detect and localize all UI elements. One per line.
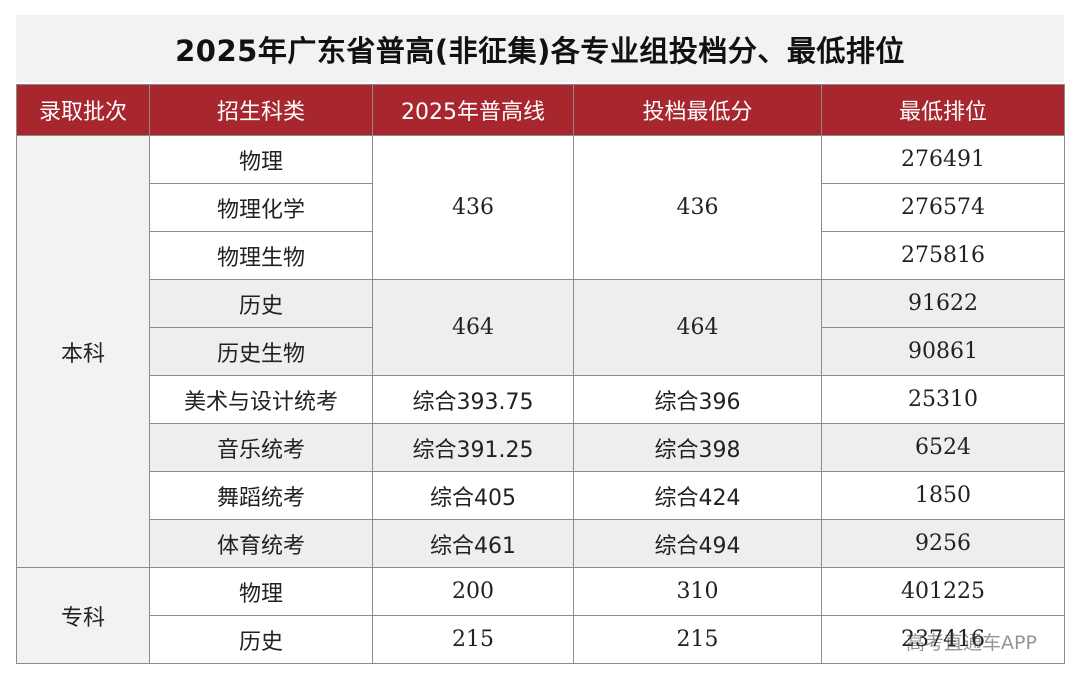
line-cell: 综合461 — [372, 519, 574, 568]
table-row: 历史 215 215 237416 — [17, 615, 1065, 664]
min-score-cell: 综合424 — [573, 471, 822, 520]
min-score-cell: 综合398 — [573, 423, 822, 472]
table-row: 体育统考 综合461 综合494 9256 — [17, 519, 1065, 568]
table-row: 专科 物理 200 310 401225 — [16, 567, 1065, 664]
subject-cell: 历史 — [149, 615, 373, 664]
header-min-rank: 最低排位 — [821, 84, 1065, 136]
table-row: 美术与设计统考 综合393.75 综合396 25310 — [17, 375, 1065, 424]
batch-benke: 本科 — [16, 135, 150, 568]
min-score-cell: 436 — [573, 135, 822, 280]
subject-cell: 物理 — [149, 567, 373, 616]
rank-cell: 90861 — [821, 327, 1065, 376]
subject-cell: 体育统考 — [149, 519, 373, 568]
rank-cell: 6524 — [821, 423, 1065, 472]
subject-cell: 历史生物 — [149, 327, 373, 376]
min-score-cell: 310 — [573, 567, 822, 616]
header-line: 2025年普高线 — [372, 84, 574, 136]
rank-cell: 276574 — [821, 183, 1065, 232]
rank-cell: 237416 — [821, 615, 1065, 664]
subject-cell: 历史 — [149, 279, 373, 328]
table-row: 舞蹈统考 综合405 综合424 1850 — [17, 471, 1065, 520]
header-min-score: 投档最低分 — [573, 84, 822, 136]
rank-cell: 9256 — [821, 519, 1065, 568]
rank-cell: 275816 — [821, 231, 1065, 280]
line-cell: 436 — [372, 135, 574, 280]
table-row: 历史 464 464 91622 — [17, 279, 1065, 376]
subject-cell: 音乐统考 — [149, 423, 373, 472]
table-row: 音乐统考 综合391.25 综合398 6524 — [17, 423, 1065, 472]
rank-cell: 401225 — [821, 567, 1065, 616]
rank-cell: 91622 — [821, 279, 1065, 328]
subject-cell: 舞蹈统考 — [149, 471, 373, 520]
subject-cell: 物理化学 — [149, 183, 373, 232]
table-row: 本科 物理 436 436 276491 — [16, 135, 1065, 568]
rank-cell: 276491 — [821, 135, 1065, 184]
subject-cell: 物理生物 — [149, 231, 373, 280]
table-title: 2025年广东省普高(非征集)各专业组投档分、最低排位 — [16, 15, 1064, 82]
min-score-cell: 综合494 — [573, 519, 822, 568]
rank-cell: 25310 — [821, 375, 1065, 424]
line-cell: 综合405 — [372, 471, 574, 520]
rank-cell: 1850 — [821, 471, 1065, 520]
table-row: 物理化学 276574 — [17, 183, 1065, 232]
table-row: 历史生物 90861 — [17, 327, 1065, 376]
subject-cell: 美术与设计统考 — [149, 375, 373, 424]
line-cell: 综合393.75 — [372, 375, 574, 424]
line-cell: 464 — [372, 279, 574, 376]
watermark-text: 高考直通车APP — [906, 632, 1037, 654]
subject-cell: 物理 — [149, 135, 373, 184]
header-subject: 招生科类 — [149, 84, 373, 136]
admission-table: 录取批次 招生科类 2025年普高线 投档最低分 最低排位 本科 物理 436 … — [16, 84, 1065, 664]
min-score-cell: 464 — [573, 279, 822, 376]
line-cell: 200 — [372, 567, 574, 616]
line-cell: 综合391.25 — [372, 423, 574, 472]
batch-zhuanke: 专科 — [16, 567, 150, 664]
header-row: 录取批次 招生科类 2025年普高线 投档最低分 最低排位 — [16, 84, 1065, 136]
min-score-cell: 215 — [573, 615, 822, 664]
header-batch: 录取批次 — [16, 84, 150, 136]
min-score-cell: 综合396 — [573, 375, 822, 424]
line-cell: 215 — [372, 615, 574, 664]
